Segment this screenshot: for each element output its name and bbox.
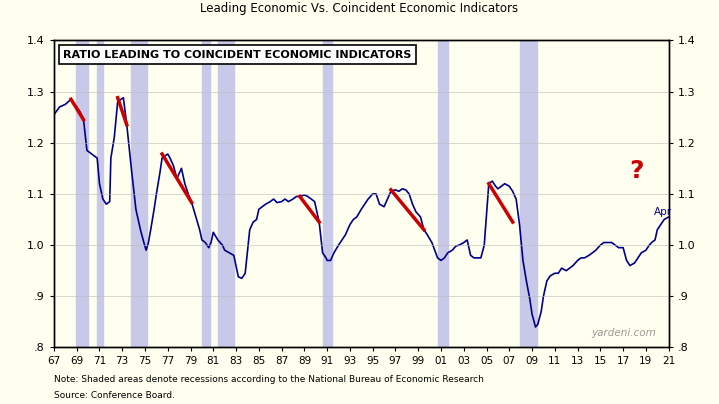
Bar (520, 40, 536, 347)
Bar (202, 40, 210, 347)
Text: RATIO LEADING TO COINCIDENT ECONOMIC INDICATORS: RATIO LEADING TO COINCIDENT ECONOMIC IND… (63, 50, 411, 60)
Bar (218, 40, 234, 347)
Text: Note: Shaded areas denote recessions according to the National Bureau of Economi: Note: Shaded areas denote recessions acc… (54, 375, 484, 384)
Bar (132, 40, 147, 347)
Text: Apr: Apr (654, 207, 672, 217)
Bar (323, 40, 331, 347)
Text: yardeni.com: yardeni.com (592, 328, 656, 338)
Text: Leading Economic Vs. Coincident Economic Indicators: Leading Economic Vs. Coincident Economic… (201, 2, 518, 15)
Text: ?: ? (630, 159, 644, 183)
Bar (97, 40, 103, 347)
Bar (75, 40, 88, 347)
Text: Source: Conference Board.: Source: Conference Board. (54, 391, 175, 400)
Bar (438, 40, 448, 347)
